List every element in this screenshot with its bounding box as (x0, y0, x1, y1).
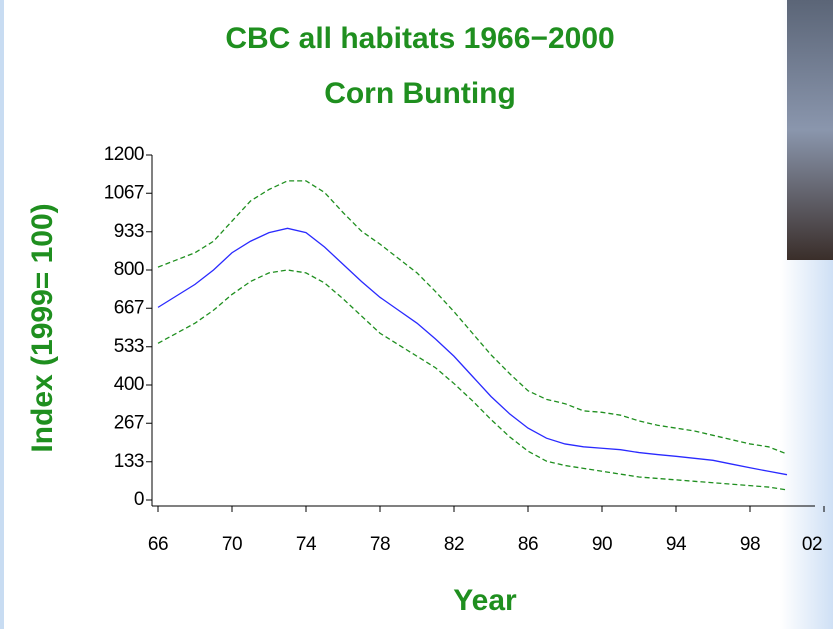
y-tick-label: 1067 (104, 182, 144, 203)
x-tick-label: 78 (370, 534, 390, 555)
y-tick-label: 0 (134, 489, 144, 510)
x-tick-label: 02 (802, 534, 822, 555)
x-tick-label: 94 (666, 534, 687, 555)
y-tick-label: 267 (114, 412, 144, 433)
y-tick-label: 1200 (104, 144, 144, 165)
x-tick-label: 66 (148, 534, 168, 555)
chart-title: CBC all habitats 1966−2000 (225, 22, 614, 55)
x-tick-label: 90 (592, 534, 612, 555)
photo (787, 0, 833, 260)
y-axis-title: Index (1999= 100) (26, 203, 59, 452)
x-tick-label: 82 (444, 534, 464, 555)
y-tick-label: 400 (114, 374, 144, 395)
y-tick-label: 133 (114, 451, 144, 472)
series-line (157, 227, 788, 476)
x-tick-label: 98 (740, 534, 760, 555)
left-edge (0, 0, 4, 629)
x-tick-label: 70 (222, 534, 242, 555)
y-tick-label: 800 (114, 259, 144, 280)
y-tick-label: 533 (114, 336, 144, 357)
series-line (157, 180, 788, 455)
x-tick-label: 86 (518, 534, 538, 555)
x-axis-title: Year (453, 584, 517, 617)
chart-subtitle: Corn Bunting (324, 77, 516, 110)
y-tick-label: 933 (114, 221, 144, 242)
y-tick-label: 667 (114, 297, 144, 318)
x-tick-label: 74 (296, 534, 317, 555)
series-line (157, 269, 788, 491)
